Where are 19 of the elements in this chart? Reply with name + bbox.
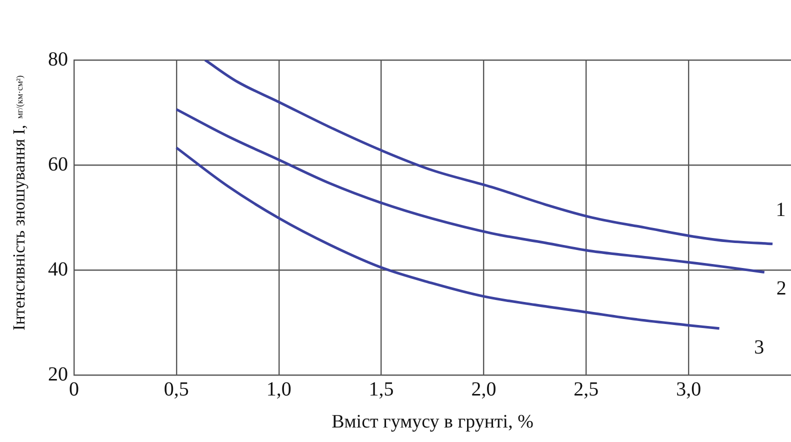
y-tick-label: 60 xyxy=(48,153,68,176)
x-tick-label: 0,5 xyxy=(164,378,189,400)
x-tick-label: 0 xyxy=(69,378,79,400)
x-tick-label: 2,0 xyxy=(471,378,496,400)
series-label: 1 xyxy=(776,199,786,222)
y-tick-label: 80 xyxy=(48,48,68,70)
series-label: 3 xyxy=(754,336,764,359)
series-label: 2 xyxy=(776,277,786,300)
x-tick-label: 1,5 xyxy=(368,378,394,400)
line-series xyxy=(204,60,774,246)
y-tick-label: 20 xyxy=(48,363,68,386)
x-tick-label: 3,0 xyxy=(676,378,702,400)
x-tick-label: 2,5 xyxy=(574,378,599,400)
x-tick-label: 1,0 xyxy=(266,378,292,400)
y-axis-title: Інтенсивність зношування I, мг/(км·см²) xyxy=(9,75,28,330)
x-axis-title: Вміст гумусу в грунті, % xyxy=(332,412,534,433)
line-series xyxy=(175,146,721,330)
line-series xyxy=(175,108,766,274)
y-tick-label: 40 xyxy=(48,258,68,280)
